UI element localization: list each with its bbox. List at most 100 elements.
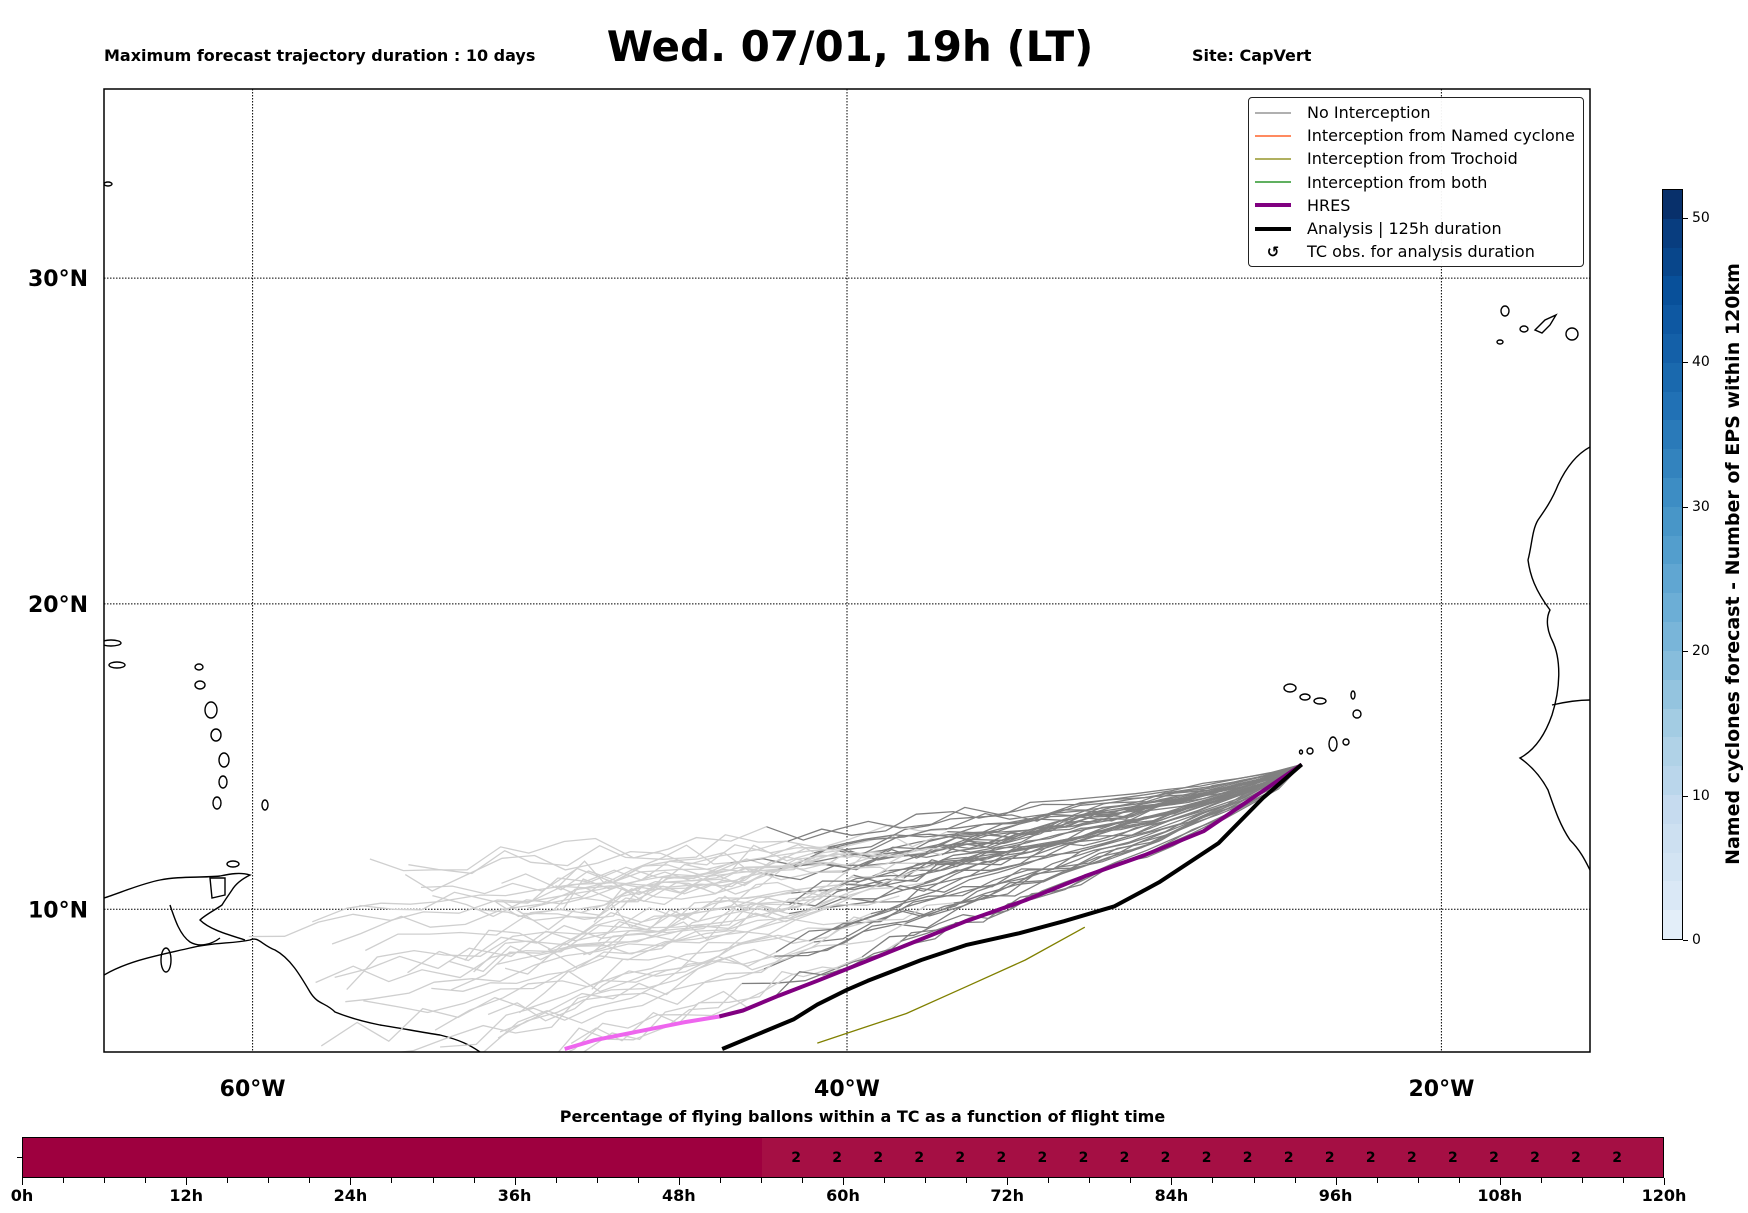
eps-trajectory: [775, 763, 1303, 953]
flight-bar-tick-label: 48h: [661, 1186, 696, 1205]
hres-trajectory-late: [564, 1014, 720, 1051]
island-canary: [1533, 313, 1558, 334]
colorbar-tick-label: 30: [1692, 498, 1710, 515]
colorbar-tick-label: 10: [1692, 787, 1710, 804]
flight-bar-cell-value: 2: [1283, 1149, 1294, 1166]
colorbar-tick: [1683, 651, 1688, 653]
eps-trajectory: [787, 763, 1302, 842]
eps-trajectory-late: [464, 892, 792, 961]
legend-item-no-interception: No Interception: [1249, 101, 1583, 124]
eps-trajectory-late: [518, 916, 879, 1014]
flight-bar-tick: [268, 1178, 270, 1183]
legend-line-purple-icon: [1255, 203, 1291, 208]
island-cape-verde: [1313, 697, 1327, 705]
flight-bar-tick: [1376, 1178, 1378, 1183]
colorbar-segment: [1663, 391, 1682, 421]
flight-bar-tick: [1130, 1178, 1132, 1183]
flight-bar-tick: [63, 1178, 65, 1183]
colorbar-tick-label: 40: [1692, 354, 1710, 371]
eps-trajectory-late: [369, 826, 767, 872]
colorbar-segment: [1663, 794, 1682, 824]
colorbar-segment: [1663, 564, 1682, 594]
colorbar-tick: [1683, 217, 1688, 219]
eps-trajectory: [825, 763, 1303, 892]
colorbar-segment: [1663, 910, 1682, 939]
eps-trajectory: [813, 763, 1302, 854]
flight-bar-tick: [884, 1178, 886, 1183]
longitude-tick-label: 20°W: [1408, 1077, 1474, 1100]
eps-trajectory-late: [527, 848, 943, 909]
eps-trajectory-late: [396, 955, 775, 1052]
eps-trajectory-late: [557, 983, 743, 1052]
flight-bar-tick-label: 24h: [333, 1186, 368, 1205]
eps-trajectory-late: [450, 881, 875, 991]
flight-bar-tick: [1540, 1178, 1542, 1183]
analysis-trajectory: [721, 762, 1304, 1051]
flight-bar-cell-value: 2: [1365, 1149, 1376, 1166]
latitude-labels: 30°N 20°N 10°N: [28, 267, 88, 923]
legend-item-both: Interception from both: [1249, 171, 1583, 194]
coast-west-africa: [1518, 446, 1590, 871]
flight-bar-tick: [1212, 1178, 1214, 1183]
legend-label: TC obs. for analysis duration: [1307, 242, 1535, 262]
legend-item-tc-obs: ↺ TC obs. for analysis duration: [1249, 240, 1583, 263]
flight-bar-zero-segment: [23, 1138, 762, 1177]
island-cape-verde: [1283, 683, 1297, 693]
colorbar-segment: [1663, 420, 1682, 450]
legend-line-gray-icon: [1255, 111, 1291, 114]
coast-senegal-river: [1551, 699, 1590, 706]
eps-trajectory-late: [315, 883, 846, 984]
colorbar-tick-label: 20: [1692, 643, 1710, 660]
eps-trajectory-late: [407, 874, 854, 974]
longitude-tick-label: 40°W: [814, 1077, 880, 1100]
legend-label: Analysis | 125h duration: [1307, 219, 1502, 239]
island-canary: [1500, 305, 1510, 317]
island-cape-verde: [1350, 690, 1356, 700]
island-cape-verde: [1342, 738, 1350, 746]
flight-bar-tick: [227, 1178, 229, 1183]
flight-bar-tick: [309, 1178, 311, 1183]
flight-bar-tick: [145, 1178, 147, 1183]
flight-bar-tick: [801, 1178, 803, 1183]
island: [108, 661, 126, 669]
flight-bar-tick: [1253, 1178, 1255, 1183]
flight-bar-cell-value: 2: [1448, 1149, 1458, 1166]
coast-guyana: [169, 904, 221, 946]
eps-trajectory-late: [431, 895, 900, 992]
colorbar-tick: [1683, 795, 1688, 797]
flight-bar-tick-label: 72h: [990, 1186, 1025, 1205]
colorbar-tick: [1683, 940, 1688, 941]
eps-trajectory: [827, 763, 1302, 848]
colorbar-segment: [1663, 333, 1682, 363]
flight-bar-cell-value: 2: [1324, 1149, 1335, 1166]
colorbar-tick-label: 0: [1692, 932, 1701, 948]
flight-bar-tick: [186, 1178, 188, 1185]
legend: No Interception Interception from Named …: [1248, 97, 1584, 267]
island: [210, 728, 222, 742]
flight-bar-tick: [1622, 1178, 1624, 1183]
colorbar: [1662, 189, 1683, 940]
eps-trajectory-late: [363, 906, 831, 1014]
coastlines: [104, 181, 1590, 1052]
flight-bar-cell-value: 2: [1037, 1149, 1048, 1166]
island: [218, 752, 230, 768]
colorbar-segment: [1663, 593, 1682, 623]
legend-label: Interception from Trochoid: [1307, 149, 1518, 169]
legend-label: Interception from both: [1307, 172, 1488, 192]
coast-trinidad-venezuela: [104, 872, 252, 941]
flight-bar-tick: [1458, 1178, 1460, 1183]
island: [104, 181, 113, 187]
eps-trajectory: [766, 763, 1302, 841]
flight-bar-tick: [1048, 1178, 1050, 1183]
flight-bar-tick: [1335, 1178, 1337, 1185]
eps-trajectory: [774, 763, 1303, 957]
page-title: Wed. 07/01, 19h (LT): [606, 22, 1094, 71]
flight-bar-tick: [925, 1178, 927, 1183]
colorbar-segment: [1663, 650, 1682, 680]
colorbar-segment: [1663, 247, 1682, 277]
eps-trajectory-late: [448, 864, 936, 973]
flight-bar-cell-value: 2: [996, 1149, 1007, 1166]
flight-bar-tick: [678, 1178, 680, 1185]
trajectory-map[interactable]: 60°W 40°W 20°W 30°N 20°N 10°N: [0, 0, 1748, 1100]
island-cape-verde: [1299, 693, 1311, 701]
